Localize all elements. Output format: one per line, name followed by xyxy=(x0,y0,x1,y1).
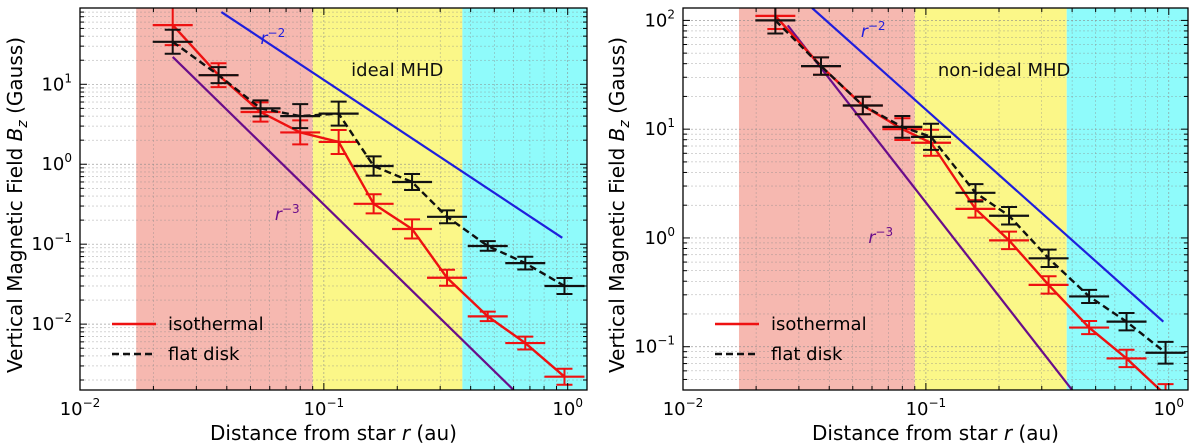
plot-frame xyxy=(79,7,588,391)
data-point xyxy=(1069,320,1110,336)
data-point xyxy=(544,367,585,386)
data-point xyxy=(505,335,546,351)
data-point xyxy=(1106,348,1147,369)
reference-line-0 xyxy=(811,8,1165,323)
reference-lines xyxy=(786,8,1165,390)
data-point xyxy=(989,206,1030,226)
x-axis-label: Distance from star r (au) xyxy=(812,421,1059,445)
region-band-2 xyxy=(462,8,587,390)
ticks xyxy=(682,8,1188,391)
data-point xyxy=(1028,275,1069,295)
data-point xyxy=(911,122,952,151)
data-point xyxy=(801,56,842,76)
x-tick-label: 100 xyxy=(552,396,583,420)
y-axis-label: Vertical Magnetic Field Bz (Gauss) xyxy=(3,37,31,373)
y-tick-label: 100 xyxy=(644,225,675,249)
region-band-0 xyxy=(136,8,313,390)
y-tick-label: 10−1 xyxy=(31,231,72,255)
data-point xyxy=(240,99,281,118)
legend: isothermal flat disk xyxy=(715,314,867,365)
data-point xyxy=(353,193,394,215)
y-tick-label: 101 xyxy=(644,116,675,140)
region-band-1 xyxy=(312,8,463,390)
legend: isothermal flat disk xyxy=(112,314,264,365)
legend-label-flat-disk: flat disk xyxy=(771,344,843,365)
y-tick-label: 101 xyxy=(41,71,72,95)
data-point xyxy=(427,268,468,287)
x-tick-label: 10−2 xyxy=(663,396,704,420)
data-point xyxy=(467,240,508,252)
reference-line-1 xyxy=(786,24,1073,390)
x-tick-label: 10−1 xyxy=(906,396,947,420)
plot-frame xyxy=(682,7,1189,391)
reference-line-0 xyxy=(220,11,563,239)
y-axis-label: Vertical Magnetic Field Bz (Gauss) xyxy=(605,37,633,373)
data-point xyxy=(505,255,546,271)
series-flat-disk xyxy=(755,8,1186,365)
data-point xyxy=(882,114,923,139)
x-axis-label: Distance from star r (au) xyxy=(210,421,457,445)
y-tick-label: 102 xyxy=(644,7,675,31)
region-label: non-ideal MHD xyxy=(938,60,1071,81)
data-point xyxy=(353,155,394,177)
reference-line-label-1: r−3 xyxy=(868,225,893,248)
data-point xyxy=(842,95,883,116)
data-point xyxy=(152,28,193,55)
series-line xyxy=(172,40,566,288)
data-point xyxy=(1157,383,1174,390)
y-tick-label: 10−1 xyxy=(634,334,675,358)
data-point xyxy=(198,66,239,85)
data-point xyxy=(318,100,359,127)
reference-line-label-0: r−2 xyxy=(261,26,286,49)
right-chart-panel: r−2 r−3 non-ideal MHD 10−2 10−1 100 10−1 100 101… xyxy=(605,7,1189,445)
region-band-2 xyxy=(1066,8,1188,390)
data-point xyxy=(544,276,585,295)
data-point xyxy=(392,218,433,240)
y-tick-label: 10−2 xyxy=(31,311,72,335)
data-point xyxy=(1028,248,1069,268)
y-tick-label: 100 xyxy=(41,151,72,175)
x-tick-label: 10−1 xyxy=(304,396,345,420)
series-flat-disk xyxy=(152,28,585,295)
ticks xyxy=(79,7,587,390)
legend-label-isothermal: isothermal xyxy=(168,314,264,335)
x-tick-label: 10−2 xyxy=(60,396,101,420)
reference-line-label-0: r−2 xyxy=(861,19,886,42)
data-point xyxy=(1106,311,1147,332)
data-point xyxy=(755,8,796,35)
left-chart-panel: r−2 r−3 ideal MHD 10−2 10−1 100 10−2 10−1 100 101… xyxy=(3,7,588,445)
data-point xyxy=(1145,340,1186,365)
reference-line-1 xyxy=(171,56,515,390)
data-point xyxy=(955,183,996,203)
data-point xyxy=(467,310,508,323)
reference-lines xyxy=(171,11,563,390)
data-point xyxy=(955,199,996,219)
legend-label-flat-disk: flat disk xyxy=(168,344,240,365)
x-tick-label: 100 xyxy=(1153,396,1184,420)
data-point xyxy=(318,128,359,155)
data-point xyxy=(427,209,468,225)
data-point xyxy=(1069,288,1110,304)
region-label: ideal MHD xyxy=(351,60,443,81)
data-point xyxy=(280,103,321,130)
data-point xyxy=(989,230,1030,251)
legend-label-isothermal: isothermal xyxy=(771,314,867,335)
reference-line-label-1: r−3 xyxy=(275,202,300,225)
data-point xyxy=(392,172,433,191)
region-band-1 xyxy=(914,8,1067,390)
